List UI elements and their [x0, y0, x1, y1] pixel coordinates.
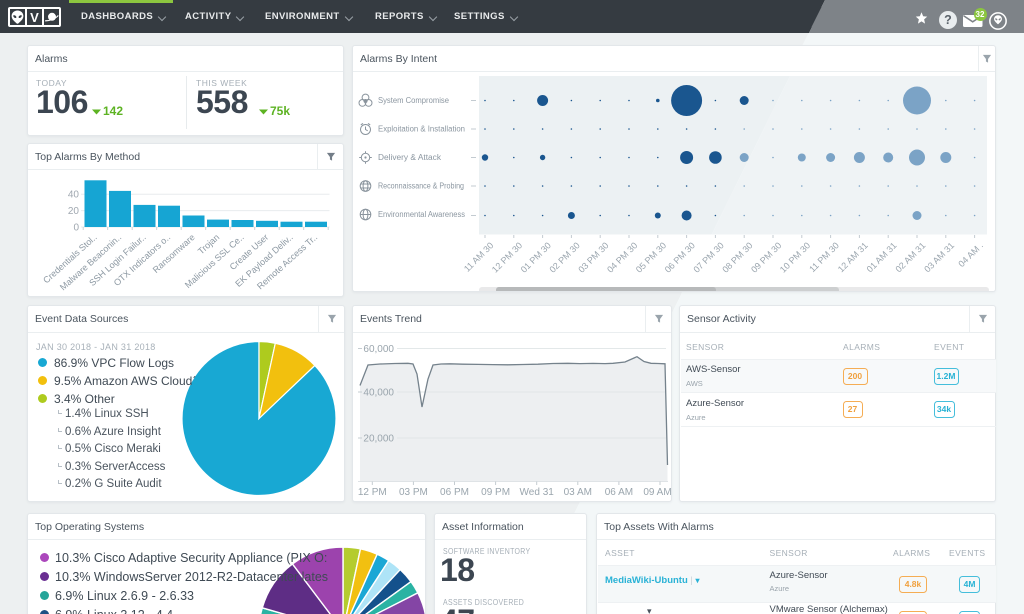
- svg-text:06 AM: 06 AM: [605, 487, 633, 498]
- svg-text:03 PM: 03 PM: [399, 487, 428, 498]
- svg-text:06 PM: 06 PM: [440, 487, 469, 498]
- svg-text:10 PM 30: 10 PM 30: [778, 240, 812, 274]
- svg-text:System Compromise: System Compromise: [378, 96, 449, 105]
- svg-text:03 PM 30: 03 PM 30: [576, 240, 610, 274]
- svg-text:20,000: 20,000: [363, 434, 394, 445]
- svg-text:Environmental Awareness: Environmental Awareness: [378, 210, 465, 219]
- svg-text:05 PM 30: 05 PM 30: [634, 240, 668, 274]
- svg-text:02 AM 31: 02 AM 31: [893, 240, 927, 274]
- svg-text:12 PM: 12 PM: [358, 487, 387, 498]
- svg-text:03 AM 31: 03 AM 31: [922, 240, 956, 274]
- svg-text:Delivery & Attack: Delivery & Attack: [378, 153, 441, 162]
- svg-text:03 AM: 03 AM: [564, 487, 592, 498]
- svg-text:Reconnaissance & Probing: Reconnaissance & Probing: [378, 182, 464, 191]
- svg-text:09 PM: 09 PM: [481, 487, 510, 498]
- svg-text:11 PM 30: 11 PM 30: [807, 240, 841, 274]
- svg-text:40: 40: [68, 190, 80, 201]
- svg-text:60,000: 60,000: [363, 344, 394, 355]
- svg-text:02 PM 30: 02 PM 30: [547, 240, 581, 274]
- svg-text:20: 20: [68, 206, 80, 217]
- svg-text:07 PM 30: 07 PM 30: [691, 240, 725, 274]
- svg-text:0: 0: [73, 223, 79, 234]
- svg-text:04 AM .: 04 AM .: [956, 240, 985, 269]
- svg-text:08 PM 30: 08 PM 30: [720, 240, 754, 274]
- svg-text:Wed 31: Wed 31: [520, 487, 555, 498]
- svg-text:06 PM 30: 06 PM 30: [663, 240, 697, 274]
- svg-text:Exploitation & Installation: Exploitation & Installation: [378, 125, 465, 134]
- svg-text:01 AM 31: 01 AM 31: [865, 240, 899, 274]
- svg-text:12 AM 31: 12 AM 31: [836, 240, 870, 274]
- svg-text:40,000: 40,000: [363, 388, 394, 399]
- svg-text:04 PM 30: 04 PM 30: [605, 240, 639, 274]
- svg-text:09 AM: 09 AM: [643, 487, 671, 498]
- svg-text:01 PM 30: 01 PM 30: [519, 240, 553, 274]
- svg-text:09 PM 30: 09 PM 30: [749, 240, 783, 274]
- svg-text:12 PM 30: 12 PM 30: [490, 240, 524, 274]
